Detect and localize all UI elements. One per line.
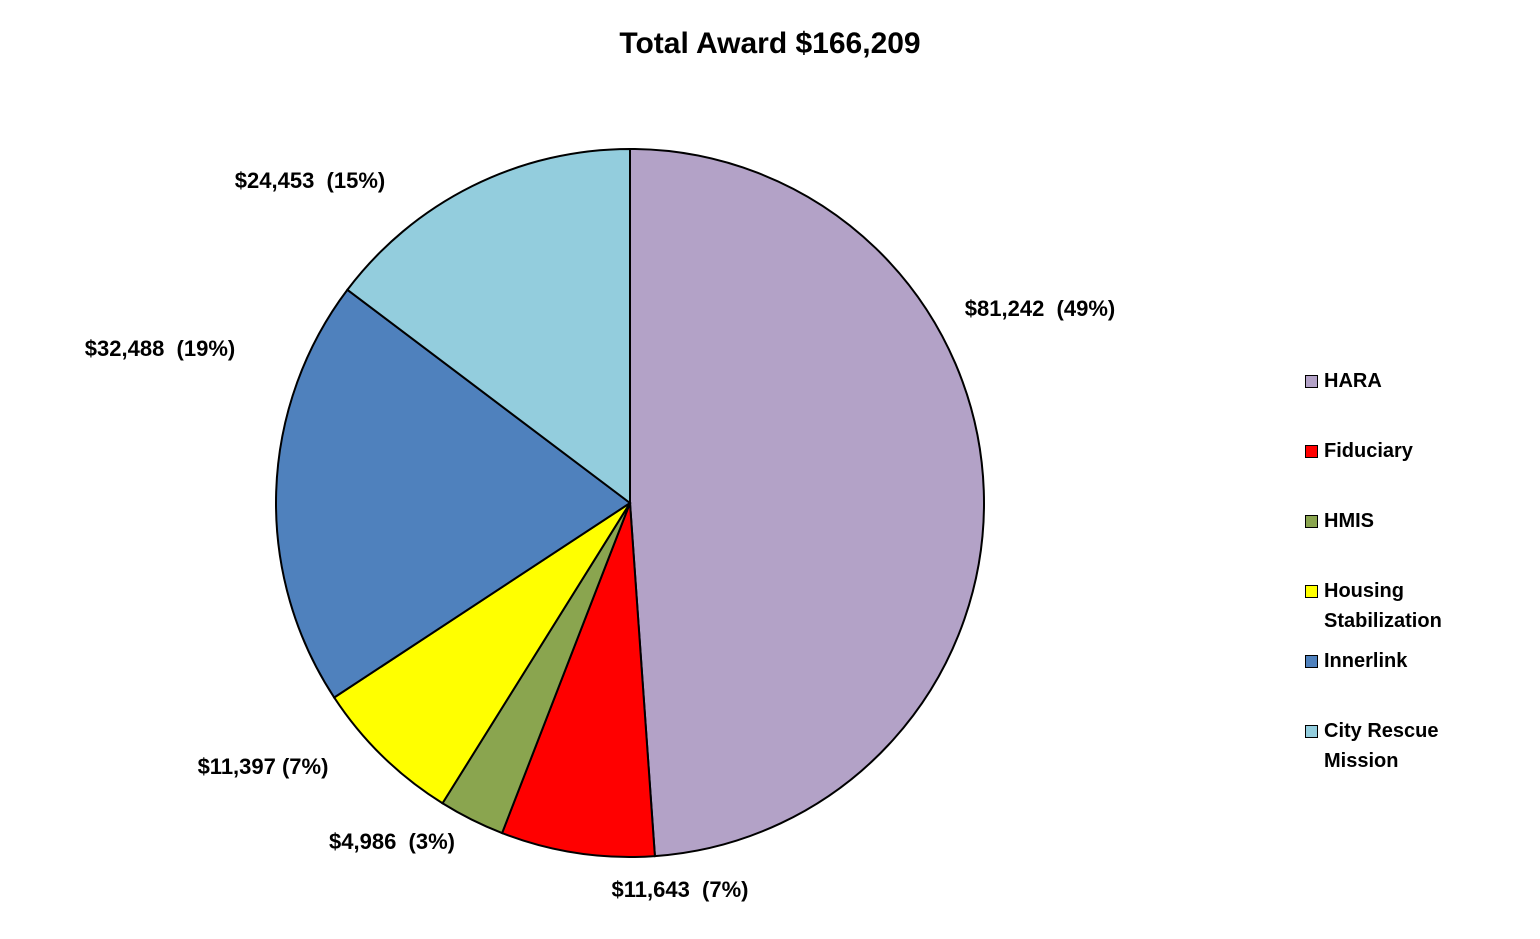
legend-swatch — [1305, 445, 1318, 458]
legend-item: Housing Stabilization — [1305, 580, 1459, 636]
chart-title: Total Award $166,209 — [619, 27, 920, 60]
legend-item: HARA — [1305, 370, 1459, 396]
legend-swatch — [1305, 655, 1318, 668]
legend-label: Fiduciary — [1324, 440, 1413, 462]
data-label: $11,397 (7%) — [198, 754, 329, 779]
legend-label: HMIS — [1324, 510, 1374, 532]
data-label: $4,986 (3%) — [329, 829, 455, 854]
data-label: $32,488 (19%) — [85, 336, 235, 361]
data-label: $24,453 (15%) — [235, 168, 385, 193]
legend-label: Innerlink — [1324, 650, 1408, 672]
legend-item: Fiduciary — [1305, 440, 1459, 466]
legend-item: HMIS — [1305, 510, 1459, 536]
legend-swatch — [1305, 725, 1318, 738]
legend-label: HARA — [1324, 370, 1382, 392]
pie-slice — [275, 288, 632, 699]
pie-slice — [332, 502, 631, 805]
data-label: $11,643 (7%) — [612, 877, 749, 902]
data-label: $81,242 (49%) — [965, 296, 1115, 321]
pie-slice — [346, 147, 631, 506]
legend-swatch — [1305, 375, 1318, 388]
legend-swatch — [1305, 585, 1318, 598]
legend-item: Innerlink — [1305, 650, 1459, 676]
legend-label: City Rescue Mission — [1324, 720, 1439, 772]
legend-item: City Rescue Mission — [1305, 720, 1459, 776]
legend-swatch — [1305, 515, 1318, 528]
pie-slice — [629, 147, 985, 858]
pie-slice — [500, 502, 656, 858]
legend-label: Housing Stabilization — [1324, 580, 1442, 632]
